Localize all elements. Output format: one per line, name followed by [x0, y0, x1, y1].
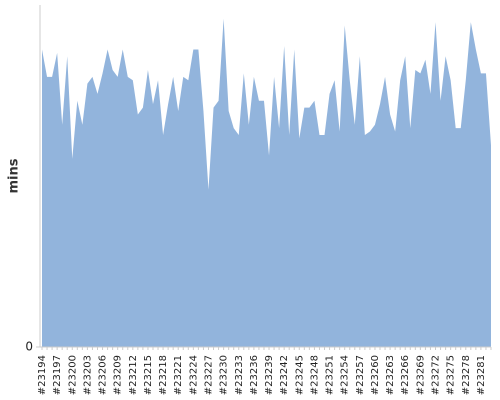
y-axis-label: mins — [7, 158, 22, 193]
x-tick-label: #23278 — [461, 355, 472, 395]
x-tick-label: #23230 — [219, 355, 230, 395]
y-tick-label: 0 — [25, 340, 33, 354]
x-tick-label: #23236 — [249, 355, 260, 395]
x-tick-label: #23263 — [385, 355, 396, 395]
x-tick-label: #23203 — [82, 355, 93, 395]
x-tick-label: #23200 — [67, 355, 78, 395]
area — [42, 18, 491, 348]
x-tick-label: #23221 — [173, 355, 184, 395]
x-tick-label: #23212 — [128, 355, 139, 395]
x-tick-label: #23260 — [370, 355, 381, 395]
x-tick-label: #23251 — [325, 355, 336, 395]
x-tick-label: #23275 — [446, 355, 457, 395]
x-tick-label: #23209 — [113, 355, 124, 395]
x-tick-label: #23257 — [355, 355, 366, 395]
x-tick-label: #23194 — [37, 355, 48, 395]
x-tick-label: #23242 — [279, 355, 290, 395]
x-tick-label: #23215 — [143, 355, 154, 395]
x-tick-label: #23197 — [52, 355, 63, 395]
x-tick-label: #23224 — [188, 355, 199, 395]
x-tick-label: #23233 — [234, 355, 245, 395]
x-tick-label: #23254 — [340, 355, 351, 395]
x-tick-label: #23281 — [476, 355, 487, 395]
x-tick-label: #23266 — [400, 355, 411, 395]
x-tick-label: #23269 — [415, 355, 426, 395]
x-tick-label: #23245 — [294, 355, 305, 395]
x-tick-label: #23248 — [309, 355, 320, 395]
x-tick-label: #23227 — [203, 355, 214, 395]
x-tick-label: #23218 — [158, 355, 169, 395]
x-tick-label: #23239 — [264, 355, 275, 395]
x-tick-label: #23206 — [98, 355, 109, 395]
x-tick-label: #23272 — [431, 355, 442, 395]
